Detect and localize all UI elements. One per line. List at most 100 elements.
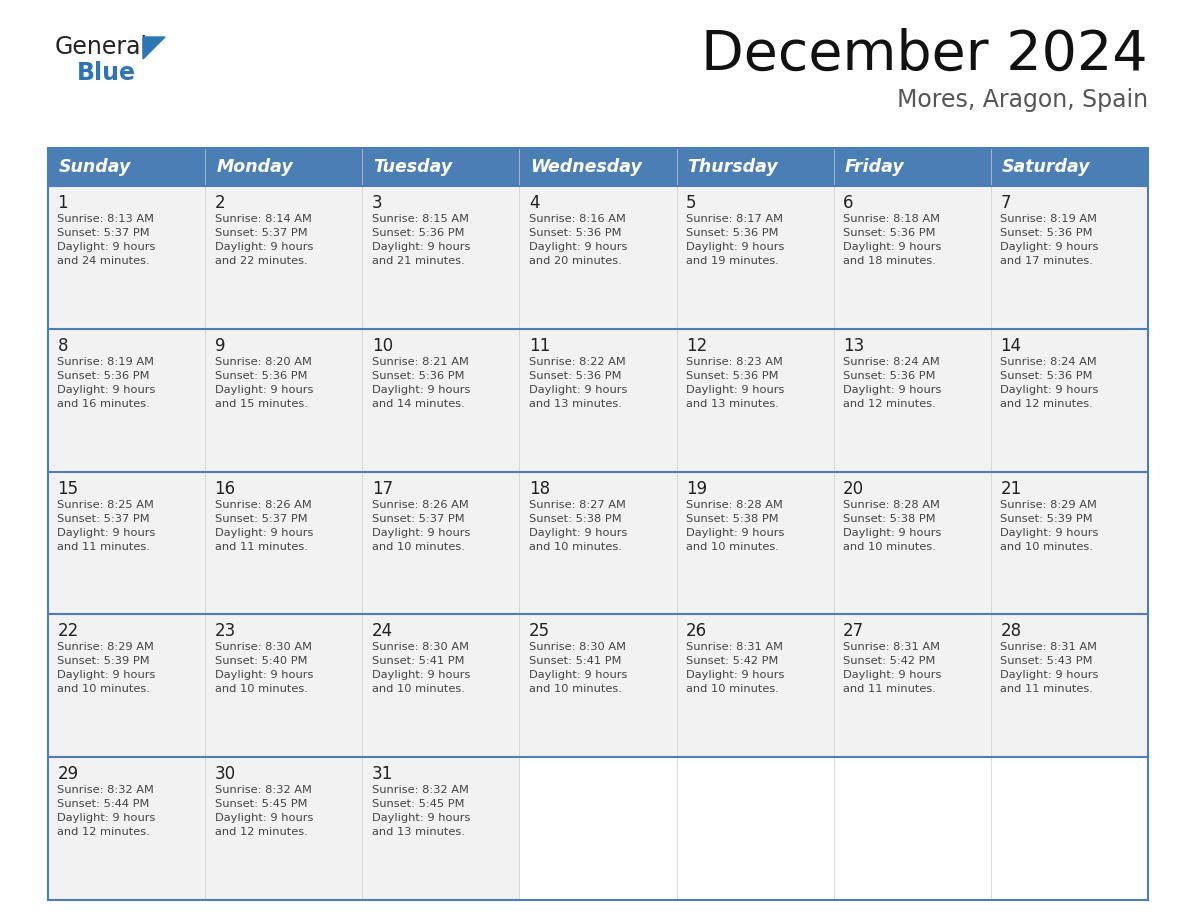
Text: Daylight: 9 hours: Daylight: 9 hours	[1000, 670, 1099, 680]
Text: 11: 11	[529, 337, 550, 354]
Text: and 21 minutes.: and 21 minutes.	[372, 256, 465, 266]
Text: Sunset: 5:36 PM: Sunset: 5:36 PM	[843, 228, 936, 238]
Text: and 11 minutes.: and 11 minutes.	[215, 542, 308, 552]
Text: 10: 10	[372, 337, 393, 354]
Text: Sunset: 5:41 PM: Sunset: 5:41 PM	[529, 656, 621, 666]
Text: Sunrise: 8:22 AM: Sunrise: 8:22 AM	[529, 357, 626, 367]
Text: Daylight: 9 hours: Daylight: 9 hours	[215, 528, 312, 538]
Text: Sunset: 5:36 PM: Sunset: 5:36 PM	[529, 228, 621, 238]
Text: and 10 minutes.: and 10 minutes.	[685, 542, 779, 552]
Text: and 13 minutes.: and 13 minutes.	[685, 398, 779, 409]
Text: and 12 minutes.: and 12 minutes.	[57, 827, 150, 837]
Text: Sunrise: 8:24 AM: Sunrise: 8:24 AM	[843, 357, 940, 367]
Text: 9: 9	[215, 337, 225, 354]
Text: Daylight: 9 hours: Daylight: 9 hours	[215, 670, 312, 680]
Text: Wednesday: Wednesday	[530, 158, 643, 176]
Text: Daylight: 9 hours: Daylight: 9 hours	[1000, 385, 1099, 395]
Text: Sunset: 5:41 PM: Sunset: 5:41 PM	[372, 656, 465, 666]
Text: Sunset: 5:36 PM: Sunset: 5:36 PM	[529, 371, 621, 381]
Text: Sunrise: 8:25 AM: Sunrise: 8:25 AM	[57, 499, 154, 509]
Text: and 17 minutes.: and 17 minutes.	[1000, 256, 1093, 266]
Bar	[48, 148, 1148, 186]
Bar	[48, 614, 1148, 757]
Text: Sunset: 5:37 PM: Sunset: 5:37 PM	[57, 228, 150, 238]
Text: Sunset: 5:45 PM: Sunset: 5:45 PM	[372, 800, 465, 809]
Text: and 10 minutes.: and 10 minutes.	[529, 542, 621, 552]
Text: Sunset: 5:38 PM: Sunset: 5:38 PM	[529, 513, 621, 523]
Text: Sunrise: 8:26 AM: Sunrise: 8:26 AM	[215, 499, 311, 509]
Text: Sunset: 5:44 PM: Sunset: 5:44 PM	[57, 800, 150, 809]
Text: and 11 minutes.: and 11 minutes.	[57, 542, 151, 552]
Bar	[677, 757, 834, 900]
Text: and 20 minutes.: and 20 minutes.	[529, 256, 621, 266]
Text: and 16 minutes.: and 16 minutes.	[57, 398, 150, 409]
Bar	[991, 757, 1148, 900]
Text: 25: 25	[529, 622, 550, 641]
Text: Sunset: 5:36 PM: Sunset: 5:36 PM	[372, 228, 465, 238]
Text: Sunset: 5:37 PM: Sunset: 5:37 PM	[57, 513, 150, 523]
Text: 28: 28	[1000, 622, 1022, 641]
Text: Daylight: 9 hours: Daylight: 9 hours	[685, 242, 784, 252]
Text: Daylight: 9 hours: Daylight: 9 hours	[685, 528, 784, 538]
Text: 30: 30	[215, 766, 235, 783]
Text: Sunrise: 8:17 AM: Sunrise: 8:17 AM	[685, 214, 783, 224]
Text: 7: 7	[1000, 194, 1011, 212]
Text: Sunset: 5:36 PM: Sunset: 5:36 PM	[1000, 371, 1093, 381]
Text: Blue: Blue	[77, 61, 135, 85]
Text: and 13 minutes.: and 13 minutes.	[529, 398, 621, 409]
Text: 29: 29	[57, 766, 78, 783]
Bar	[48, 186, 1148, 329]
Text: 8: 8	[57, 337, 68, 354]
Text: 24: 24	[372, 622, 393, 641]
Text: Daylight: 9 hours: Daylight: 9 hours	[529, 385, 627, 395]
Text: Sunrise: 8:16 AM: Sunrise: 8:16 AM	[529, 214, 626, 224]
Text: Mores, Aragon, Spain: Mores, Aragon, Spain	[897, 88, 1148, 112]
Text: Sunset: 5:36 PM: Sunset: 5:36 PM	[685, 371, 778, 381]
Text: and 12 minutes.: and 12 minutes.	[1000, 398, 1093, 409]
Text: Sunrise: 8:14 AM: Sunrise: 8:14 AM	[215, 214, 311, 224]
Text: and 10 minutes.: and 10 minutes.	[843, 542, 936, 552]
Text: Sunrise: 8:15 AM: Sunrise: 8:15 AM	[372, 214, 469, 224]
Text: Daylight: 9 hours: Daylight: 9 hours	[372, 385, 470, 395]
Text: and 22 minutes.: and 22 minutes.	[215, 256, 308, 266]
Text: 14: 14	[1000, 337, 1022, 354]
Text: Sunrise: 8:29 AM: Sunrise: 8:29 AM	[1000, 499, 1098, 509]
Polygon shape	[143, 37, 165, 59]
Text: Daylight: 9 hours: Daylight: 9 hours	[529, 670, 627, 680]
Text: 21: 21	[1000, 479, 1022, 498]
Text: Daylight: 9 hours: Daylight: 9 hours	[529, 242, 627, 252]
Text: Sunrise: 8:32 AM: Sunrise: 8:32 AM	[372, 785, 468, 795]
Text: and 10 minutes.: and 10 minutes.	[372, 542, 465, 552]
Text: Daylight: 9 hours: Daylight: 9 hours	[215, 813, 312, 823]
Text: 22: 22	[57, 622, 78, 641]
Text: Daylight: 9 hours: Daylight: 9 hours	[372, 528, 470, 538]
Text: 31: 31	[372, 766, 393, 783]
Text: Daylight: 9 hours: Daylight: 9 hours	[1000, 242, 1099, 252]
Text: Sunset: 5:36 PM: Sunset: 5:36 PM	[372, 371, 465, 381]
Text: Saturday: Saturday	[1001, 158, 1091, 176]
Text: and 11 minutes.: and 11 minutes.	[843, 685, 936, 694]
Text: 1: 1	[57, 194, 68, 212]
Text: Sunset: 5:39 PM: Sunset: 5:39 PM	[1000, 513, 1093, 523]
Text: 13: 13	[843, 337, 865, 354]
Text: and 12 minutes.: and 12 minutes.	[843, 398, 936, 409]
Text: 2: 2	[215, 194, 226, 212]
Text: Daylight: 9 hours: Daylight: 9 hours	[57, 385, 156, 395]
Text: Daylight: 9 hours: Daylight: 9 hours	[372, 242, 470, 252]
Text: and 10 minutes.: and 10 minutes.	[529, 685, 621, 694]
Text: Sunrise: 8:20 AM: Sunrise: 8:20 AM	[215, 357, 311, 367]
Text: Daylight: 9 hours: Daylight: 9 hours	[215, 385, 312, 395]
Text: 27: 27	[843, 622, 864, 641]
Text: and 10 minutes.: and 10 minutes.	[372, 685, 465, 694]
Text: Sunset: 5:38 PM: Sunset: 5:38 PM	[843, 513, 936, 523]
Text: 16: 16	[215, 479, 235, 498]
Text: Daylight: 9 hours: Daylight: 9 hours	[1000, 528, 1099, 538]
Text: 26: 26	[685, 622, 707, 641]
Text: and 13 minutes.: and 13 minutes.	[372, 827, 465, 837]
Text: Daylight: 9 hours: Daylight: 9 hours	[372, 670, 470, 680]
Text: and 10 minutes.: and 10 minutes.	[1000, 542, 1093, 552]
Text: and 10 minutes.: and 10 minutes.	[57, 685, 151, 694]
Text: Daylight: 9 hours: Daylight: 9 hours	[843, 385, 942, 395]
Text: Sunrise: 8:31 AM: Sunrise: 8:31 AM	[685, 643, 783, 653]
Text: and 12 minutes.: and 12 minutes.	[215, 827, 308, 837]
